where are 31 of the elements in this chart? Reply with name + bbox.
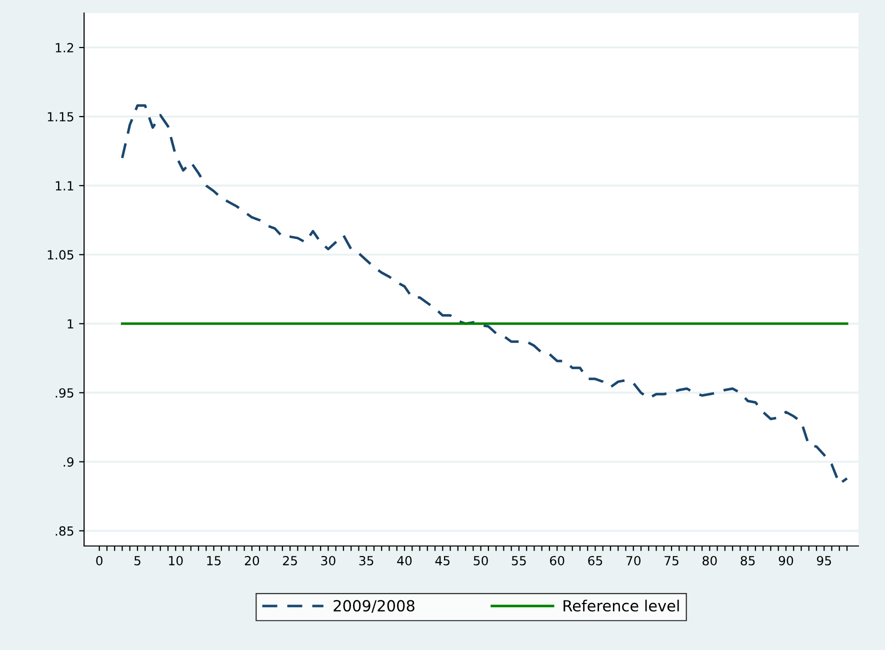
- x-tick-label: 35: [359, 556, 374, 566]
- legend-label: Reference level: [564, 600, 679, 612]
- y-tick-label: .95: [56, 388, 74, 398]
- y-tick-label: 1.1: [56, 181, 74, 190]
- line-series: [120, 104, 848, 486]
- x-tick-label: 55: [512, 556, 526, 566]
- x-tick-label: 60: [550, 556, 564, 566]
- x-tick-label: 10: [169, 556, 183, 566]
- y-tick-label: .9: [64, 457, 74, 467]
- x-tick-label: 85: [740, 556, 755, 566]
- x-tick-label: 25: [283, 556, 297, 566]
- x-tick-label: 40: [397, 556, 412, 566]
- x-tick-label: 90: [778, 556, 794, 566]
- x-tick-label: 0: [96, 556, 102, 566]
- y-tick-label: 1.2: [56, 42, 74, 52]
- x-tick-label: 30: [321, 556, 336, 566]
- y-tick-label: 1.05: [48, 250, 74, 260]
- legend-label: 2009/2008: [334, 600, 414, 613]
- x-tick-label: 15: [207, 556, 221, 566]
- x-tick-label: 80: [702, 556, 717, 566]
- x-tick-label: 95: [816, 556, 831, 566]
- y-tick-label: 1.15: [48, 112, 74, 122]
- x-tick-label: 50: [474, 556, 488, 566]
- x-tick-label: 70: [626, 556, 641, 566]
- x-tick-label: 20: [244, 556, 260, 566]
- x-tick-label: 65: [588, 556, 602, 566]
- x-tick-label: 5: [134, 556, 140, 566]
- x-tick-label: 45: [435, 556, 450, 566]
- x-tick-label: 75: [664, 556, 678, 566]
- y-tick-label: 1: [68, 319, 74, 328]
- y-tick-label: .85: [56, 526, 74, 536]
